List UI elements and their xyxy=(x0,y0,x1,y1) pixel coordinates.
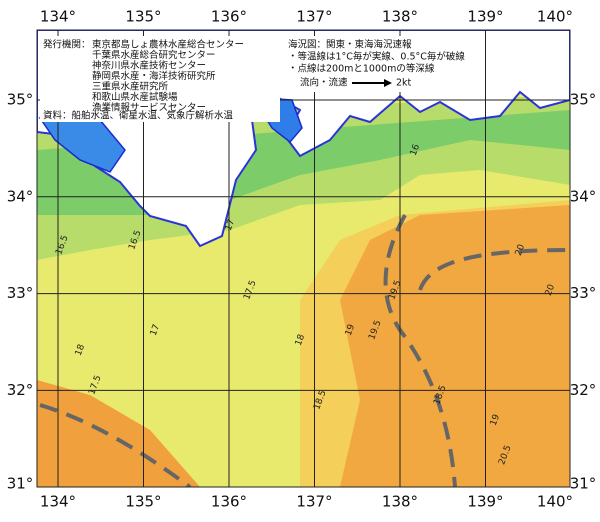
issuer: 東京都島しょ農林水産総合センター xyxy=(92,39,244,51)
lat-label-right: 34° xyxy=(570,187,597,205)
info-left-box xyxy=(40,36,280,122)
issuer: 三重県水産研究所 xyxy=(92,81,169,93)
issuer-label: 発行機関： xyxy=(43,39,91,51)
sea-orange-west xyxy=(37,380,200,487)
lon-label-bottom: 138° xyxy=(382,493,418,511)
lon-label-bottom: 134° xyxy=(40,493,76,511)
lon-label-top: 135° xyxy=(125,8,161,26)
issuer-list: 東京都島しょ農林水産総合センター千葉県水産総合研究センター神奈川県水産技術センタ… xyxy=(92,39,244,114)
sea-orange xyxy=(340,205,570,487)
lon-label-top: 140° xyxy=(537,8,573,26)
issuer: 漁業情報サービスセンター xyxy=(92,102,206,114)
note: ・等温線は1°C毎が実線、0.5°C毎が破線 xyxy=(288,51,465,63)
lon-label-bottom: 140° xyxy=(537,493,573,511)
lon-label-bottom: 135° xyxy=(125,493,161,511)
lat-label-right: 33° xyxy=(570,284,597,302)
contour-label: 17 xyxy=(224,218,237,232)
lon-label-top: 134° xyxy=(40,8,76,26)
issuer: 千葉県水産総合研究センター xyxy=(92,49,216,61)
lon-label-bottom: 137° xyxy=(296,493,332,511)
lon-label-top: 139° xyxy=(467,8,503,26)
contour-label: 18 xyxy=(74,343,87,357)
issuer: 神奈川県水産技術センター xyxy=(92,60,206,72)
contour-label: 17 xyxy=(149,323,162,337)
contour-label: 19 xyxy=(489,413,502,427)
lon-label-top: 136° xyxy=(211,8,247,26)
contour-label: 20 xyxy=(544,283,557,297)
lat-label-right: 32° xyxy=(570,381,597,399)
lon-label-bottom: 139° xyxy=(467,493,503,511)
lat-label-left: 31° xyxy=(7,475,34,493)
lon-label-top: 137° xyxy=(296,8,332,26)
note: ・点線は200mと1000mの等深線 xyxy=(288,63,435,75)
lat-label-left: 33° xyxy=(7,284,34,302)
map-frame xyxy=(36,29,571,488)
lat-label-left: 32° xyxy=(7,381,34,399)
lon-label-top: 138° xyxy=(382,8,418,26)
lat-label-left: 34° xyxy=(7,187,34,205)
source: 資料：船舶水温、衛星水温、気象庁解析水温 xyxy=(43,110,234,122)
issuer: 静岡県水産・海洋技術研究所 xyxy=(92,70,216,82)
lat-label-right: 35° xyxy=(570,91,597,109)
flow-arrow-head xyxy=(384,79,392,87)
contour-label: 18 xyxy=(294,333,307,347)
right-title: 海況図：関東・東海海況速報 xyxy=(288,39,412,51)
contour-label: 20 xyxy=(514,243,527,257)
lat-label-right: 31° xyxy=(570,475,597,493)
contour-label: 16 xyxy=(409,143,422,157)
flow-label: 流向・流速 xyxy=(300,77,348,89)
axis-labels: 134° 134° 135° 135° 136° 136° 137° 137° 138° 138°… xyxy=(7,8,597,511)
contour-label: 19 xyxy=(344,323,357,337)
lat-label-left: 35° xyxy=(7,91,34,109)
issuer: 和歌山県水産試験場 xyxy=(92,91,178,103)
lon-label-bottom: 136° xyxy=(211,493,247,511)
flow-speed: 2kt xyxy=(396,78,412,89)
